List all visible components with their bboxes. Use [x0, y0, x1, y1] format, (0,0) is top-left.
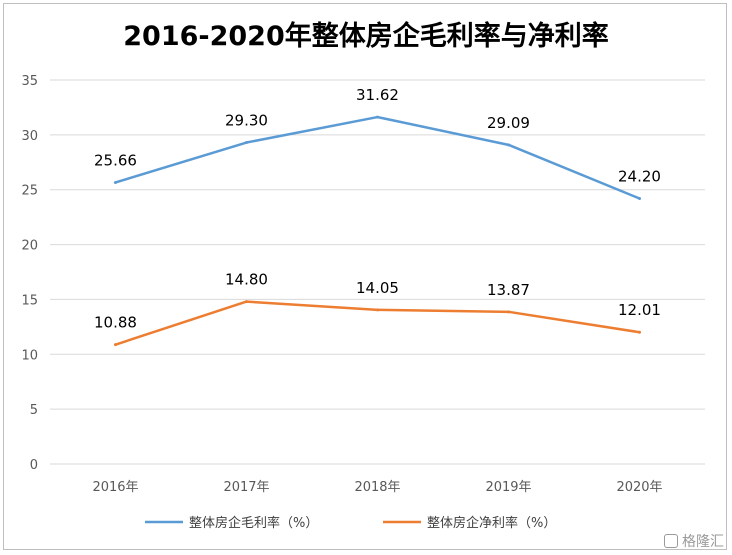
- gridlines: [50, 79, 705, 465]
- x-tick-label: 2018年: [354, 480, 400, 495]
- y-tick-label: 20: [21, 239, 38, 254]
- chart-title: 2016-2020年整体房企毛利率与净利率: [123, 21, 609, 52]
- data-label: 29.09: [487, 114, 530, 132]
- data-point: [376, 308, 379, 312]
- data-label: 13.87: [487, 281, 530, 299]
- data-label: 12.01: [618, 301, 661, 319]
- y-tick-label: 0: [30, 458, 38, 473]
- y-tick-label: 25: [21, 184, 38, 199]
- series-line: [114, 115, 641, 200]
- data-label: 24.20: [618, 167, 661, 185]
- data-point: [638, 330, 641, 334]
- data-point: [507, 310, 510, 314]
- legend: 整体房企毛利率（%） 整体房企净利率（%）: [145, 515, 556, 531]
- x-tick-label: 2020年: [616, 480, 662, 495]
- data-label: 31.62: [356, 86, 399, 104]
- data-point: [245, 300, 248, 304]
- data-label: 14.80: [225, 271, 268, 289]
- watermark-text: 格隆汇: [682, 534, 724, 550]
- data-label: 29.30: [225, 112, 268, 130]
- chart-frame: [3, 3, 727, 550]
- y-tick-label: 15: [21, 293, 38, 308]
- x-tick-label: 2017年: [223, 480, 269, 495]
- data-label: 14.05: [356, 279, 399, 297]
- g-logo-icon: [664, 534, 678, 548]
- legend-label: 整体房企毛利率（%）: [189, 515, 318, 531]
- y-axis-ticks: 0 5 10 15 20 25 30 35: [21, 74, 38, 473]
- watermark: 格隆汇: [664, 531, 724, 551]
- x-axis-ticks: 2016年 2017年 2018年 2019年 2020年: [92, 480, 662, 495]
- data-label: 10.88: [94, 314, 137, 332]
- y-tick-label: 30: [21, 129, 38, 144]
- data-point: [638, 196, 641, 200]
- data-point: [114, 180, 117, 184]
- data-label: 25.66: [94, 151, 137, 169]
- data-point: [245, 141, 248, 145]
- data-labels: 25.66 29.30 31.62 29.09 24.20 10.88 14.80 14.05…: [94, 86, 661, 332]
- x-tick-label: 2016年: [92, 480, 138, 495]
- data-point: [114, 343, 117, 347]
- y-tick-label: 35: [21, 74, 38, 89]
- data-point: [507, 143, 510, 147]
- legend-label: 整体房企净利率（%）: [427, 515, 556, 531]
- series-group: [114, 115, 641, 347]
- data-point: [376, 115, 379, 119]
- y-tick-label: 5: [30, 403, 38, 418]
- y-tick-label: 10: [21, 348, 38, 363]
- series-line: [114, 300, 641, 346]
- x-tick-label: 2019年: [485, 480, 531, 495]
